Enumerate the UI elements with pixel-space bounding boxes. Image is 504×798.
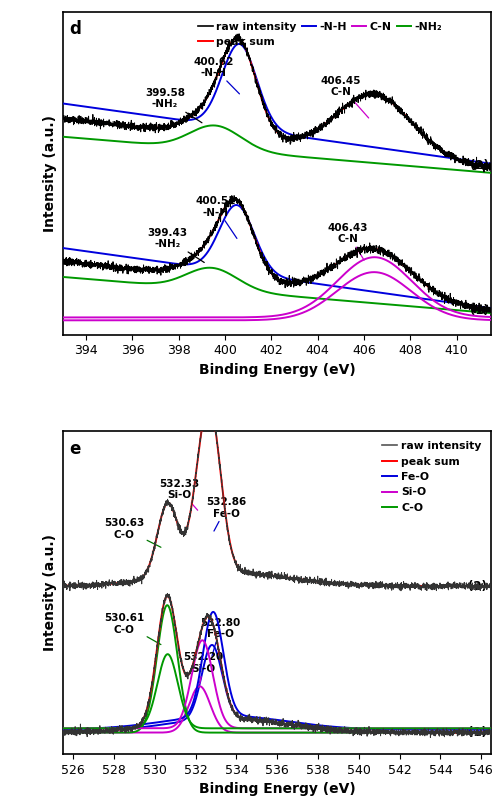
Text: 400.51
-N-H: 400.51 -N-H	[196, 196, 237, 239]
Text: 400.62
-N-H: 400.62 -N-H	[194, 57, 239, 94]
Legend: raw intensity, peak sum, Fe-O, Si-O, C-O: raw intensity, peak sum, Fe-O, Si-O, C-O	[377, 437, 486, 517]
Text: (2): (2)	[470, 159, 489, 172]
Y-axis label: Intensity (a.u.): Intensity (a.u.)	[43, 535, 57, 651]
Text: (1): (1)	[468, 726, 487, 739]
Text: 399.58
-NH₂: 399.58 -NH₂	[145, 88, 202, 123]
Text: 530.61
C-O: 530.61 C-O	[104, 613, 161, 645]
Text: 406.45
C-N: 406.45 C-N	[321, 76, 368, 118]
Text: (1): (1)	[470, 303, 489, 317]
Legend: raw intensity, peak sum, -N-H, C-N, -NH₂: raw intensity, peak sum, -N-H, C-N, -NH₂	[194, 18, 446, 51]
Text: 532.20
Si-O: 532.20 Si-O	[183, 652, 224, 684]
Text: 399.43
-NH₂: 399.43 -NH₂	[147, 227, 204, 263]
X-axis label: Binding Energy (eV): Binding Energy (eV)	[199, 363, 356, 377]
Text: 532.80
Fe-O: 532.80 Fe-O	[200, 618, 240, 656]
Text: (2): (2)	[468, 580, 487, 593]
Text: e: e	[70, 440, 81, 457]
Y-axis label: Intensity (a.u.): Intensity (a.u.)	[43, 115, 57, 231]
Text: 530.63
C-O: 530.63 C-O	[104, 518, 161, 547]
Text: 532.86
Fe-O: 532.86 Fe-O	[206, 497, 246, 531]
Text: 406.43
C-N: 406.43 C-N	[328, 223, 368, 260]
Text: d: d	[70, 20, 81, 38]
Text: 532.33
Si-O: 532.33 Si-O	[159, 479, 200, 510]
X-axis label: Binding Energy (eV): Binding Energy (eV)	[199, 782, 356, 796]
